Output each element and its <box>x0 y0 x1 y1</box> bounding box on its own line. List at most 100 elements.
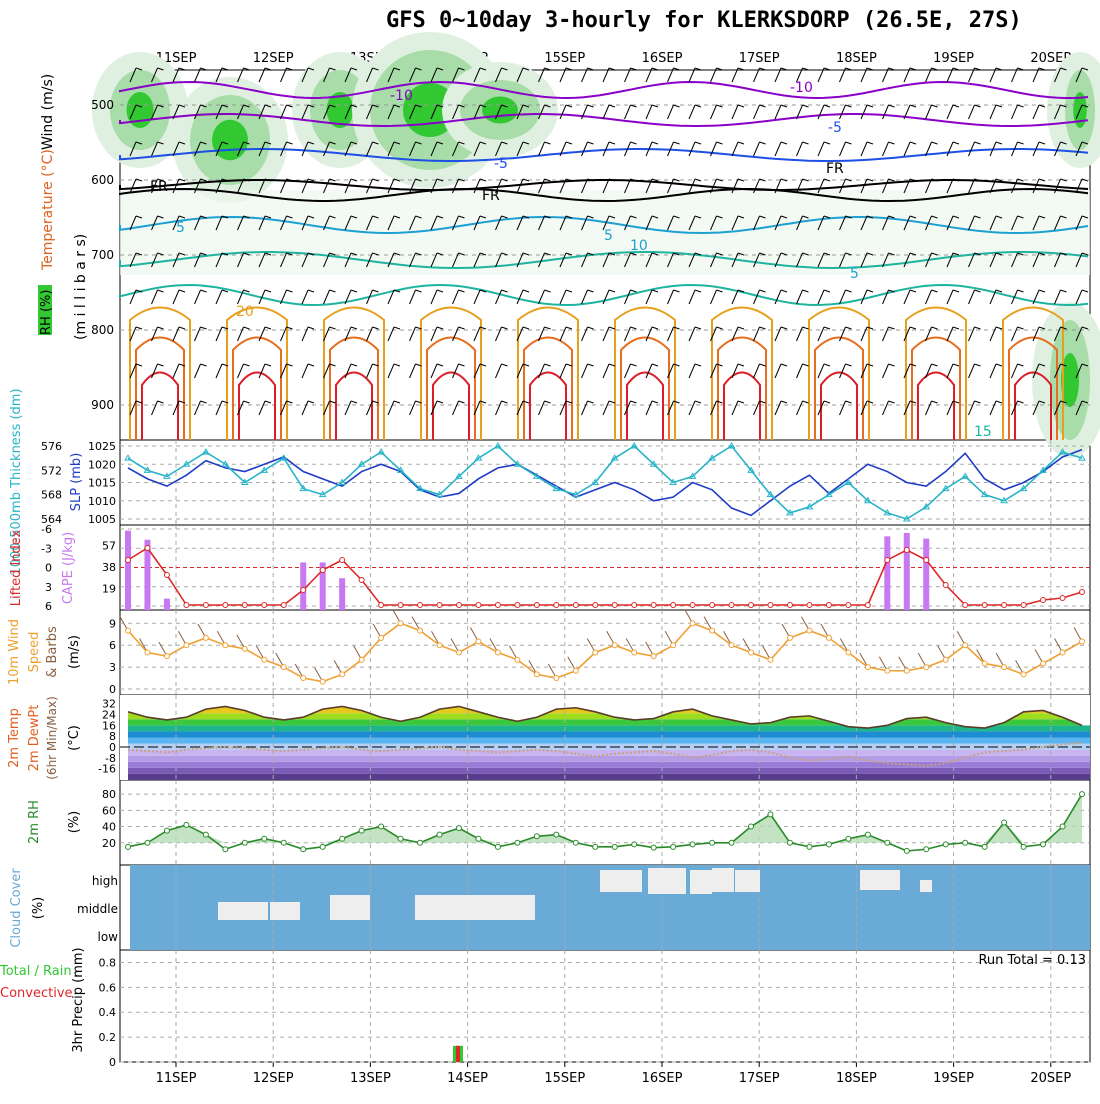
wind-barb <box>882 67 889 83</box>
wind10-speed-line-point <box>631 649 638 656</box>
thickness-point <box>883 508 892 516</box>
wind-barb-flag <box>286 178 293 182</box>
wind-barb-flag <box>995 252 1003 256</box>
wind10-speed-line-point <box>786 634 793 641</box>
ytick-slp: 1010 <box>88 495 116 508</box>
lifted-index-line-point <box>241 602 248 608</box>
lifted-index-line-point <box>514 602 521 608</box>
wind-barb-flag <box>522 141 530 145</box>
wind-barb-flag <box>436 141 444 145</box>
wind-barb <box>172 289 180 305</box>
wind-barb <box>688 252 696 268</box>
wind-barb <box>495 400 502 416</box>
wind-barb <box>796 252 803 268</box>
wind-barb-flag <box>952 215 960 219</box>
wind-barb <box>624 400 631 416</box>
wind-barb-flag <box>350 178 358 182</box>
wind-barb <box>796 363 803 379</box>
warm-contour <box>711 306 773 440</box>
wind-barb <box>1054 178 1061 194</box>
wind-barb-flag <box>931 67 938 71</box>
wind-barb <box>624 252 631 268</box>
thickness-point <box>221 460 230 467</box>
wind-barb <box>237 289 244 305</box>
wind-barb-flag <box>501 104 508 108</box>
wind-barb-flag <box>221 252 229 256</box>
wind-barb <box>946 363 954 379</box>
wind-barb <box>989 104 997 120</box>
wind-barb <box>172 363 180 379</box>
wind-barb-flag <box>436 252 444 256</box>
thickness-point <box>163 472 171 479</box>
wind-barb-flag <box>243 363 250 367</box>
warm-contour <box>905 306 967 440</box>
precip-legend-total: Total / Rain <box>0 964 72 979</box>
wind-barb-flag <box>974 67 981 71</box>
wind-barb-flag <box>264 289 272 293</box>
wind-barb-flag <box>608 104 616 108</box>
wind-barb <box>839 215 846 231</box>
wind-barb <box>1075 67 1083 83</box>
wind-barb <box>387 289 395 305</box>
wind-barb-flag <box>372 326 379 330</box>
wind-barb <box>602 215 610 231</box>
wind-barb <box>817 326 825 342</box>
wind-barb <box>387 178 395 194</box>
wind-barb <box>774 326 782 342</box>
wind10-speed-line-point <box>845 649 852 656</box>
wind-barb-flag <box>458 215 465 219</box>
date-label-bottom: 20SEP <box>1030 1071 1071 1086</box>
wind-barb-flag <box>329 326 336 330</box>
wind-barb <box>882 141 889 157</box>
wind-barb <box>903 141 911 157</box>
wind-barb <box>409 67 416 83</box>
wind-barb <box>645 141 653 157</box>
wind-barb <box>817 289 825 305</box>
wind-barb-flag <box>415 178 422 182</box>
wind-barb <box>1032 289 1040 305</box>
wind-barb <box>946 215 954 231</box>
cloud-block <box>218 902 268 920</box>
warm-contour <box>523 336 573 440</box>
cape-bar <box>300 562 307 610</box>
rh2m-line-point <box>845 835 852 842</box>
wind-barb <box>430 178 438 194</box>
wind-barb <box>946 252 954 268</box>
wind-barb-flag <box>1017 326 1024 330</box>
wind-barb <box>925 326 932 342</box>
wind-barb-flag <box>608 326 616 330</box>
warm-contour <box>717 336 767 440</box>
wind-barb <box>280 326 287 342</box>
thickness-point <box>1019 484 1028 492</box>
wind-barb <box>731 67 739 83</box>
wind-barb <box>1032 326 1040 342</box>
lifted-index-line-point <box>1040 597 1047 603</box>
warm-contour <box>820 371 858 440</box>
wind-barb <box>172 104 180 120</box>
rh2m-line-point <box>728 839 735 846</box>
wind-barb-flag <box>845 289 852 293</box>
wind-barb <box>473 67 481 83</box>
wind-barb <box>667 141 674 157</box>
wind-barb-flag <box>243 178 250 182</box>
wind-barb <box>731 178 739 194</box>
rh2m-line-point <box>650 844 657 851</box>
wind-barb <box>946 104 954 120</box>
wind-barb-flag <box>544 141 551 145</box>
wind-barb-flag <box>974 104 981 108</box>
wind-barb <box>753 289 760 305</box>
wind-barb <box>731 215 739 231</box>
wind-barb <box>559 104 567 120</box>
wind-barb-flag <box>1038 289 1046 293</box>
wind-barb <box>774 215 782 231</box>
ytick-rh2m: 80 <box>102 788 116 801</box>
wind-barb-flag <box>737 289 745 293</box>
wind10-speed-line-point <box>650 653 657 660</box>
wind-barb-flag <box>135 289 143 293</box>
wind-barb <box>323 104 330 120</box>
wind-barb <box>473 252 481 268</box>
wind-barb-flag <box>608 363 616 367</box>
wind-barb <box>796 141 803 157</box>
wind-barb-flag <box>243 141 250 145</box>
cloud-block <box>860 870 900 890</box>
